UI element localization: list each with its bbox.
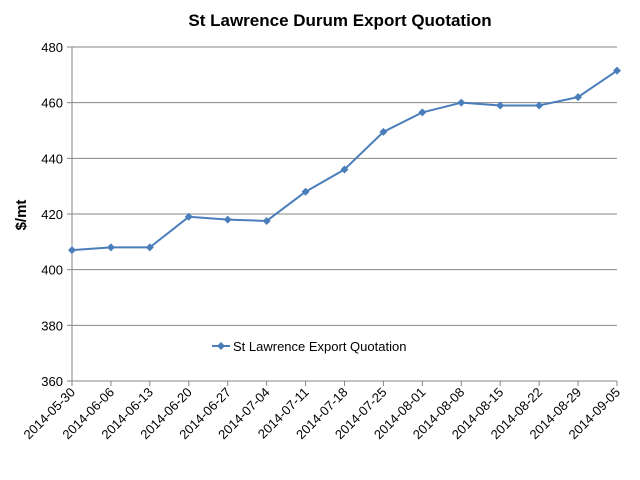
gridlines xyxy=(72,46,617,326)
y-tick-label: 460 xyxy=(41,96,63,111)
data-point-marker xyxy=(613,66,621,75)
data-point-marker xyxy=(496,101,505,110)
series-group xyxy=(68,66,621,255)
data-point-marker xyxy=(184,212,193,221)
data-point-marker xyxy=(301,187,310,196)
y-tick-label: 440 xyxy=(41,151,63,166)
y-tick-label: 400 xyxy=(41,263,63,278)
data-point-marker xyxy=(340,165,349,174)
legend-marker xyxy=(217,342,225,350)
data-point-marker xyxy=(223,215,232,224)
y-tick-label: 380 xyxy=(41,318,63,333)
legend: St Lawrence Export Quotation xyxy=(212,339,406,354)
y-tick-label: 480 xyxy=(41,40,63,55)
y-axis-label: $/mt xyxy=(13,200,30,231)
y-tick-labels: 360 380 400 420 440 460 480 xyxy=(41,40,63,389)
y-tick-label: 360 xyxy=(41,374,63,389)
data-point-marker xyxy=(145,243,154,252)
data-point-marker xyxy=(262,216,271,225)
data-point-marker xyxy=(379,127,388,136)
data-point-marker xyxy=(68,246,76,255)
chart-title: St Lawrence Durum Export Quotation xyxy=(188,11,491,30)
y-tick-label: 420 xyxy=(41,207,63,222)
data-point-marker xyxy=(457,98,466,107)
data-point-marker xyxy=(535,101,544,110)
axes xyxy=(67,46,618,386)
data-point-marker xyxy=(418,108,427,117)
data-point-marker xyxy=(574,93,583,102)
legend-label: St Lawrence Export Quotation xyxy=(233,339,406,354)
data-point-marker xyxy=(106,243,115,252)
